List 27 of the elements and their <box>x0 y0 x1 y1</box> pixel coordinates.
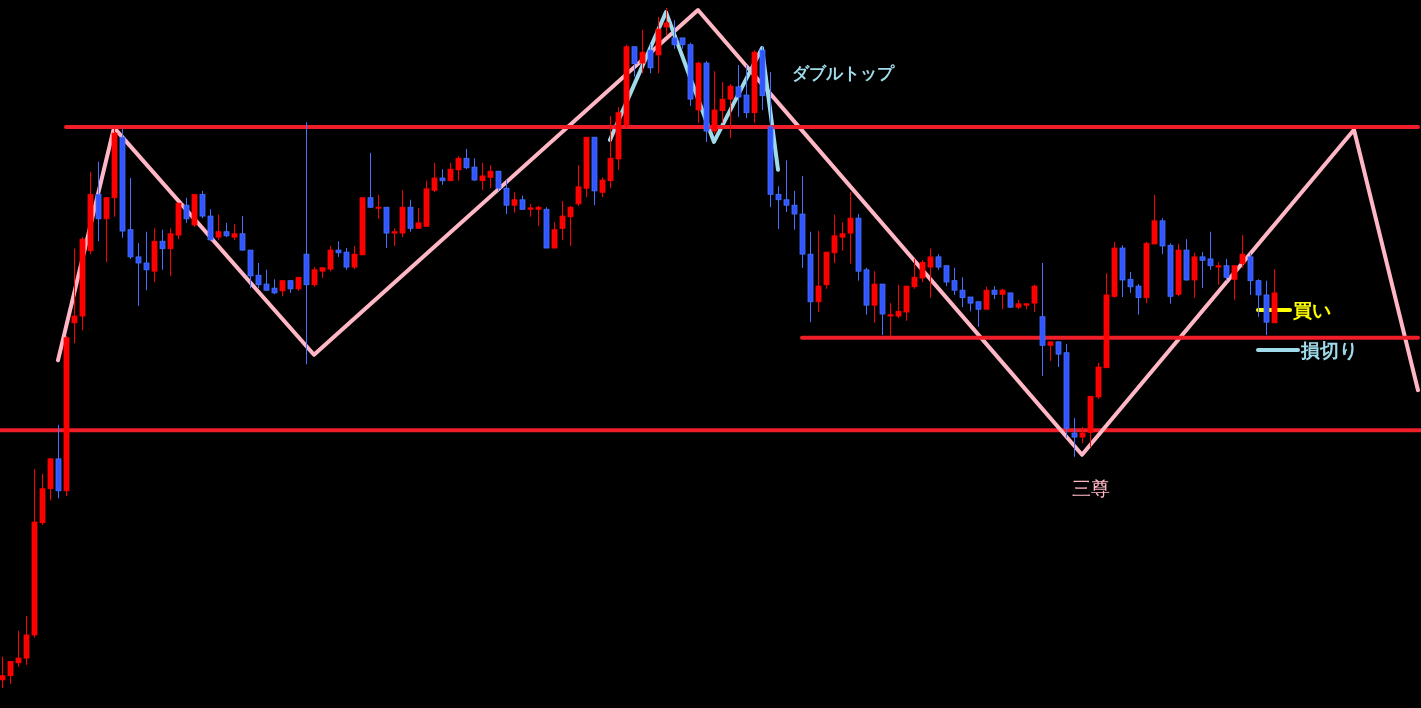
candlestick <box>367 152 374 209</box>
candlestick <box>871 270 878 324</box>
series-label: 損切り <box>1300 339 1358 362</box>
candlestick <box>983 286 990 310</box>
candlestick <box>647 43 654 74</box>
candlestick <box>663 7 670 36</box>
candlestick <box>511 191 518 214</box>
candlestick <box>639 29 646 74</box>
annotation: ダブルトップ <box>792 63 895 83</box>
candlestick <box>1223 258 1230 282</box>
candlestick <box>1215 261 1222 286</box>
candlestick <box>1191 252 1198 299</box>
candlestick <box>1231 265 1238 301</box>
candlestick <box>407 199 414 233</box>
candlestick <box>551 221 558 249</box>
candlestick <box>215 214 222 241</box>
candlestick <box>1239 234 1246 269</box>
candlestick <box>1071 417 1078 458</box>
candlestick <box>1047 340 1054 362</box>
candlestick <box>631 46 638 78</box>
candlestick <box>999 288 1006 310</box>
series-label: 買い <box>1292 298 1331 321</box>
candlestick <box>375 194 382 220</box>
candlestick <box>183 197 190 224</box>
candlestick <box>159 229 166 271</box>
annotation: 三尊 <box>1072 477 1110 499</box>
candlestick <box>815 230 822 313</box>
